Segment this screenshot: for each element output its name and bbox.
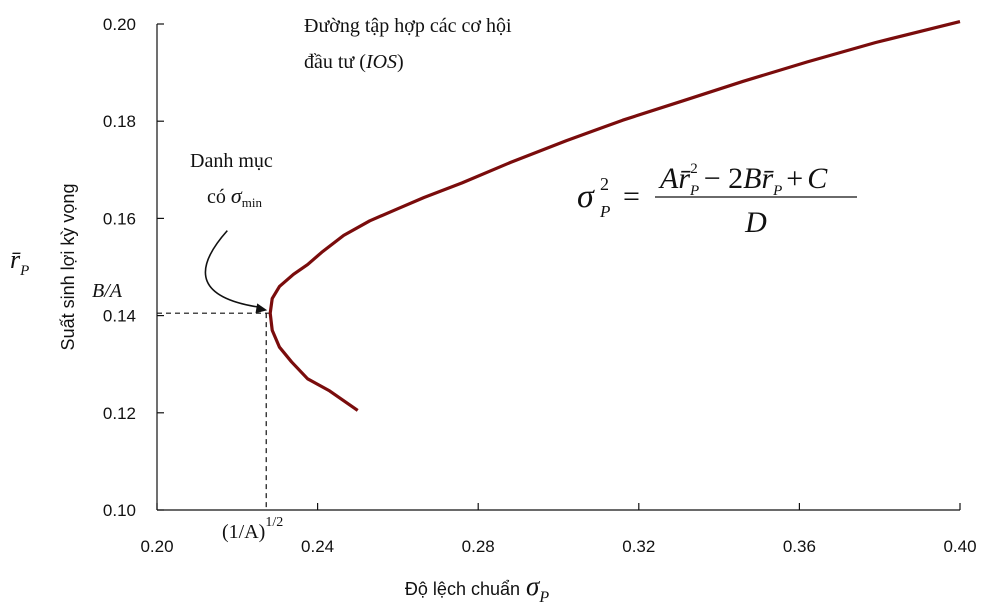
inv-a-label: (1/A)1/2 — [222, 515, 283, 543]
x-tick-label: 0.20 — [140, 537, 173, 556]
axis-ticks: 0.20 0.24 0.28 0.32 0.36 0.40 0.10 0.12 0.14 0.16… — [103, 15, 977, 556]
formula-numerator: Ar̄P2− 2Br̄P + C — [658, 161, 828, 199]
minvar-label-line2: có σmin — [207, 183, 262, 210]
x-tick-label: 0.32 — [622, 537, 655, 556]
ba-label: B/A — [92, 280, 123, 302]
ios-label-line2: đầu tư (IOS) — [304, 51, 404, 73]
y-tick-label: 0.20 — [103, 15, 136, 34]
ios-label-line1: Đường tập hợp các cơ hội — [304, 15, 512, 37]
formula-lhs-sub: P — [599, 202, 610, 221]
formula-denominator: D — [744, 206, 767, 239]
arrow-head — [256, 303, 268, 313]
y-tick-label: 0.10 — [103, 501, 136, 520]
axes — [157, 24, 960, 510]
y-tick-label: 0.16 — [103, 209, 136, 228]
variance-formula: σ 2 P = Ar̄P2− 2Br̄P + C D — [577, 161, 857, 239]
x-tick-label: 0.24 — [301, 537, 334, 556]
y-axis-symbol: r̄P — [10, 245, 29, 279]
x-tick-label: 0.28 — [462, 537, 495, 556]
y-tick-label: 0.14 — [103, 307, 136, 326]
x-axis-title: Độ lệch chuẩn — [405, 579, 520, 599]
min-variance-arrow — [205, 231, 259, 308]
formula-lhs-sup: 2 — [600, 174, 609, 194]
y-axis-title: Suất sinh lợi kỳ vọng — [58, 184, 78, 351]
y-tick-label: 0.18 — [103, 112, 136, 131]
minvar-label-line1: Danh mục — [190, 150, 273, 172]
formula-equals: = — [623, 180, 640, 213]
min-variance-guides — [157, 313, 270, 510]
x-axis-symbol: σP — [526, 571, 549, 606]
y-tick-label: 0.12 — [103, 404, 136, 423]
formula-lhs: σ — [577, 178, 595, 215]
ios-curve — [270, 22, 960, 411]
x-tick-label: 0.40 — [943, 537, 976, 556]
x-tick-label: 0.36 — [783, 537, 816, 556]
